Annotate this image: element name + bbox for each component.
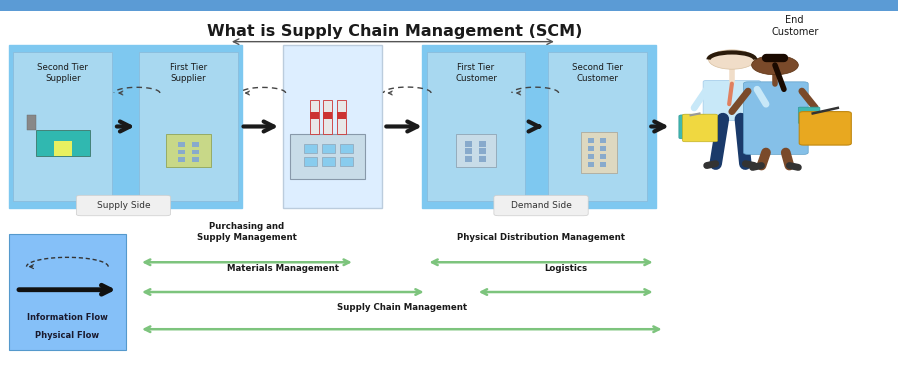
FancyBboxPatch shape bbox=[465, 141, 472, 147]
FancyBboxPatch shape bbox=[322, 144, 335, 153]
FancyBboxPatch shape bbox=[310, 100, 319, 134]
FancyBboxPatch shape bbox=[600, 162, 606, 167]
Circle shape bbox=[709, 50, 755, 69]
FancyBboxPatch shape bbox=[322, 157, 335, 166]
FancyBboxPatch shape bbox=[581, 132, 617, 173]
FancyBboxPatch shape bbox=[139, 52, 238, 201]
Text: First Tier
Customer: First Tier Customer bbox=[455, 63, 497, 83]
Circle shape bbox=[752, 55, 798, 75]
FancyBboxPatch shape bbox=[283, 45, 382, 208]
Text: Physical Flow: Physical Flow bbox=[35, 331, 100, 340]
FancyBboxPatch shape bbox=[479, 148, 486, 154]
FancyBboxPatch shape bbox=[9, 234, 126, 350]
FancyBboxPatch shape bbox=[600, 154, 606, 159]
Text: Purchasing and
Supply Management: Purchasing and Supply Management bbox=[197, 222, 297, 242]
FancyBboxPatch shape bbox=[178, 150, 185, 154]
FancyBboxPatch shape bbox=[682, 114, 718, 142]
Text: Second Tier
Customer: Second Tier Customer bbox=[572, 63, 622, 83]
FancyBboxPatch shape bbox=[427, 52, 525, 201]
FancyBboxPatch shape bbox=[703, 80, 761, 121]
FancyBboxPatch shape bbox=[588, 146, 594, 151]
Text: Information Flow: Information Flow bbox=[27, 313, 108, 322]
FancyBboxPatch shape bbox=[192, 157, 199, 162]
FancyBboxPatch shape bbox=[304, 144, 317, 153]
Text: Physical Distribution Management: Physical Distribution Management bbox=[456, 233, 625, 242]
Text: What is Supply Chain Management (SCM): What is Supply Chain Management (SCM) bbox=[207, 24, 583, 39]
Text: First Tier
Supplier: First Tier Supplier bbox=[170, 63, 207, 83]
FancyBboxPatch shape bbox=[310, 112, 319, 119]
FancyBboxPatch shape bbox=[323, 112, 332, 119]
FancyBboxPatch shape bbox=[166, 134, 211, 167]
FancyBboxPatch shape bbox=[337, 100, 346, 134]
Text: Supply Chain Management: Supply Chain Management bbox=[338, 304, 467, 312]
FancyBboxPatch shape bbox=[340, 144, 353, 153]
FancyBboxPatch shape bbox=[600, 146, 606, 151]
FancyBboxPatch shape bbox=[290, 134, 365, 179]
FancyBboxPatch shape bbox=[479, 156, 486, 162]
FancyBboxPatch shape bbox=[456, 134, 496, 167]
FancyBboxPatch shape bbox=[340, 157, 353, 166]
FancyBboxPatch shape bbox=[422, 45, 656, 208]
FancyBboxPatch shape bbox=[304, 157, 317, 166]
FancyBboxPatch shape bbox=[337, 112, 346, 119]
Text: Supply Side: Supply Side bbox=[97, 201, 150, 210]
Text: Demand Side: Demand Side bbox=[511, 201, 571, 210]
FancyBboxPatch shape bbox=[13, 52, 112, 201]
FancyBboxPatch shape bbox=[679, 115, 707, 139]
FancyBboxPatch shape bbox=[192, 150, 199, 154]
FancyBboxPatch shape bbox=[494, 195, 588, 216]
Text: Logistics: Logistics bbox=[544, 264, 587, 273]
FancyBboxPatch shape bbox=[479, 141, 486, 147]
FancyBboxPatch shape bbox=[323, 100, 332, 134]
FancyBboxPatch shape bbox=[798, 107, 820, 124]
FancyBboxPatch shape bbox=[0, 0, 898, 11]
FancyBboxPatch shape bbox=[192, 142, 199, 147]
FancyBboxPatch shape bbox=[588, 138, 594, 143]
FancyBboxPatch shape bbox=[799, 112, 851, 145]
Text: Materials Management: Materials Management bbox=[227, 264, 339, 273]
FancyBboxPatch shape bbox=[548, 52, 647, 201]
FancyBboxPatch shape bbox=[465, 148, 472, 154]
FancyBboxPatch shape bbox=[27, 115, 36, 130]
FancyBboxPatch shape bbox=[588, 154, 594, 159]
FancyBboxPatch shape bbox=[178, 142, 185, 147]
FancyBboxPatch shape bbox=[588, 162, 594, 167]
FancyBboxPatch shape bbox=[54, 141, 72, 156]
FancyBboxPatch shape bbox=[600, 138, 606, 143]
FancyBboxPatch shape bbox=[178, 157, 185, 162]
FancyBboxPatch shape bbox=[744, 82, 808, 154]
FancyBboxPatch shape bbox=[9, 45, 242, 208]
FancyBboxPatch shape bbox=[465, 156, 472, 162]
FancyBboxPatch shape bbox=[36, 130, 90, 156]
Text: Second Tier
Supplier: Second Tier Supplier bbox=[38, 63, 88, 83]
Text: End
Customer: End Customer bbox=[771, 15, 818, 37]
FancyBboxPatch shape bbox=[76, 195, 171, 216]
